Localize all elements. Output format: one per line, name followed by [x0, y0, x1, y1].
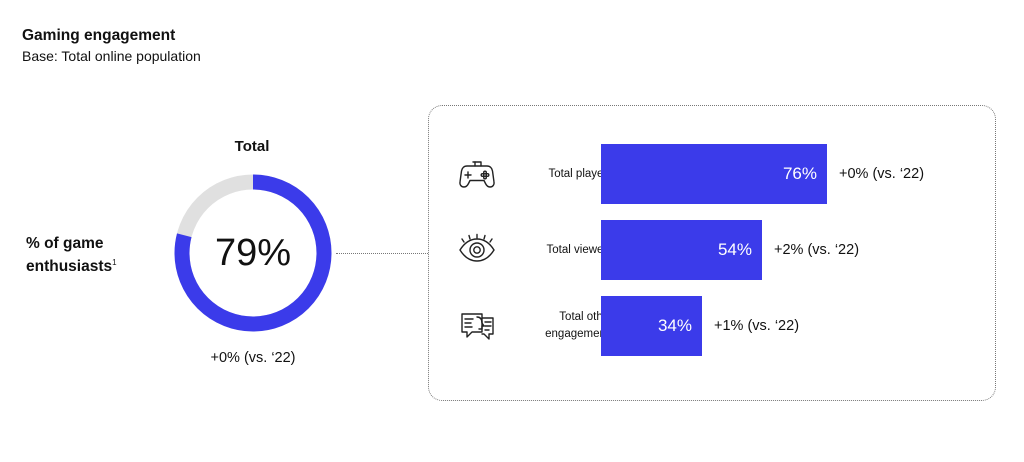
eye-icon [456, 229, 498, 271]
bar-label-viewers-text: Total viewers [546, 243, 613, 256]
donut-chart: 79% [172, 172, 334, 334]
chart-title: Gaming engagement [22, 27, 176, 44]
chat-profile-icon [456, 305, 498, 347]
metric-label: % of game enthusiasts1 [26, 234, 117, 276]
bar-value-players: 76% [782, 164, 817, 183]
bar-label-viewers: Total viewers [547, 220, 613, 280]
metric-label-line1: % of game [26, 235, 104, 252]
breakdown-panel: Total players 76% +0% (vs. ‘22) Total vi… [428, 105, 996, 401]
bar-label-other-line1: Total other [559, 311, 613, 324]
bar-row-players: Total players 76% +0% (vs. ‘22) [429, 144, 997, 204]
chart-subtitle: Base: Total online population [22, 48, 201, 64]
donut-svg [174, 174, 332, 332]
bar-label-players: Total players [548, 144, 613, 204]
bar-value-other: 34% [657, 316, 692, 335]
bar-change-other: +1% (vs. ‘22) [714, 318, 800, 334]
gamepad-icon [456, 153, 498, 195]
bar-players: 76% [601, 144, 827, 204]
bar-change-viewers: +2% (vs. ‘22) [774, 242, 860, 258]
bar-row-viewers: Total viewers 54% +2% (vs. ‘22) [429, 220, 997, 280]
donut-title: Total [234, 138, 270, 155]
bar-viewers: 54% [601, 220, 762, 280]
donut-change: +0% (vs. ‘22) [210, 350, 296, 366]
bar-label-other: Total other engagement2 [545, 296, 613, 356]
donut-value-arc [174, 174, 332, 332]
bar-other: 34% [601, 296, 702, 356]
bar-row-other: Total other engagement2 34% +1% (vs. ‘22… [429, 296, 997, 356]
metric-footnote: 1 [112, 258, 117, 267]
connector-line [336, 253, 428, 254]
bar-value-viewers: 54% [717, 240, 752, 259]
bar-label-players-text: Total players [548, 167, 613, 180]
metric-label-line2: enthusiasts [26, 258, 113, 276]
donut-value-label: 79% [214, 231, 292, 274]
bar-label-other-line2: engagement [545, 327, 610, 340]
bar-change-players: +0% (vs. ‘22) [839, 166, 925, 182]
